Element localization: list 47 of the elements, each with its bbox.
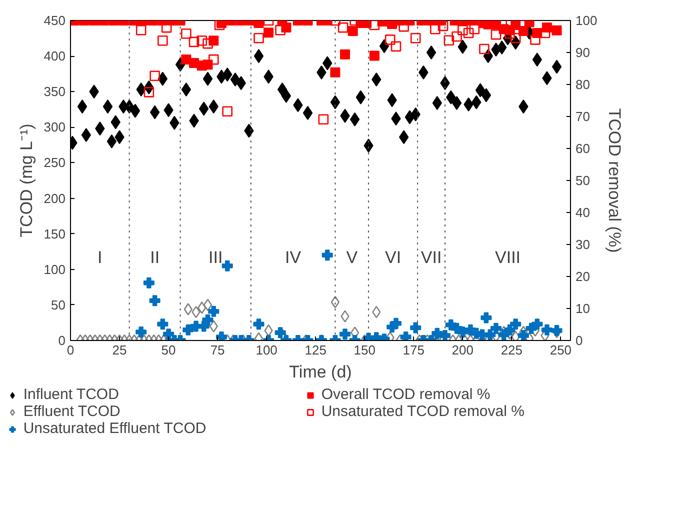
annotation: VI	[385, 248, 402, 267]
y2-tick-label: 60	[576, 141, 590, 156]
x-tick-label: 125	[304, 342, 326, 358]
x-tick-label: 200	[452, 342, 474, 358]
annotation: V	[346, 248, 358, 267]
x-tick-label: 25	[112, 342, 127, 358]
x-tick-label: 75	[210, 342, 225, 358]
y-tick-label: 200	[44, 190, 66, 206]
annotation: III	[208, 248, 223, 267]
annotation: I	[98, 248, 102, 267]
y2-tick-label: 90	[576, 45, 590, 60]
y2-tick-label: 80	[576, 77, 590, 92]
y-tick-label: 100	[44, 262, 66, 277]
y2-tick-label: 10	[576, 301, 590, 316]
y-tick-label: 400	[44, 48, 66, 64]
x-tick-label: 50	[161, 342, 176, 358]
x-tick-label: 250	[550, 342, 572, 358]
annotation: IV	[285, 248, 302, 267]
x-axis-title: Time (d)	[289, 362, 352, 382]
y2-tick-label: 0	[576, 333, 583, 348]
y-tick-label: 450	[44, 13, 66, 28]
legend-label: Overall TCOD removal %	[321, 386, 492, 403]
y2-tick-label: 20	[576, 269, 590, 284]
legend-label: Unsaturated Effluent TCOD	[23, 420, 208, 437]
y-axis-title: TCOD (mg L⁻¹)	[16, 124, 36, 238]
annotation: II	[150, 248, 160, 267]
y2-tick-label: 50	[576, 173, 590, 188]
y-tick-label: 150	[44, 226, 66, 242]
y2-tick-label: 30	[576, 237, 590, 252]
y-tick-label: 50	[51, 297, 66, 312]
annotation: VIII	[495, 248, 521, 267]
y2-tick-label: 40	[576, 205, 590, 220]
y-tick-label: 0	[58, 333, 66, 348]
x-tick-label: 225	[500, 342, 523, 358]
y-tick-label: 250	[44, 155, 66, 170]
y-tick-label: 350	[44, 84, 66, 100]
x-tick-label: 150	[354, 342, 376, 358]
annotation: VII	[420, 248, 442, 267]
y2-tick-label: 70	[576, 109, 590, 124]
y-tick-label: 300	[44, 120, 66, 135]
y2-tick-label: 100	[576, 13, 598, 28]
x-tick-label: 100	[256, 342, 278, 358]
legend-label: Influent TCOD	[23, 386, 120, 403]
x-tick-label: 175	[402, 342, 424, 358]
legend-label: Effluent TCOD	[23, 403, 122, 420]
y2-axis-title: TCOD removal (%)	[605, 108, 624, 253]
legend-label: Unsaturated TCOD removal %	[321, 403, 526, 420]
